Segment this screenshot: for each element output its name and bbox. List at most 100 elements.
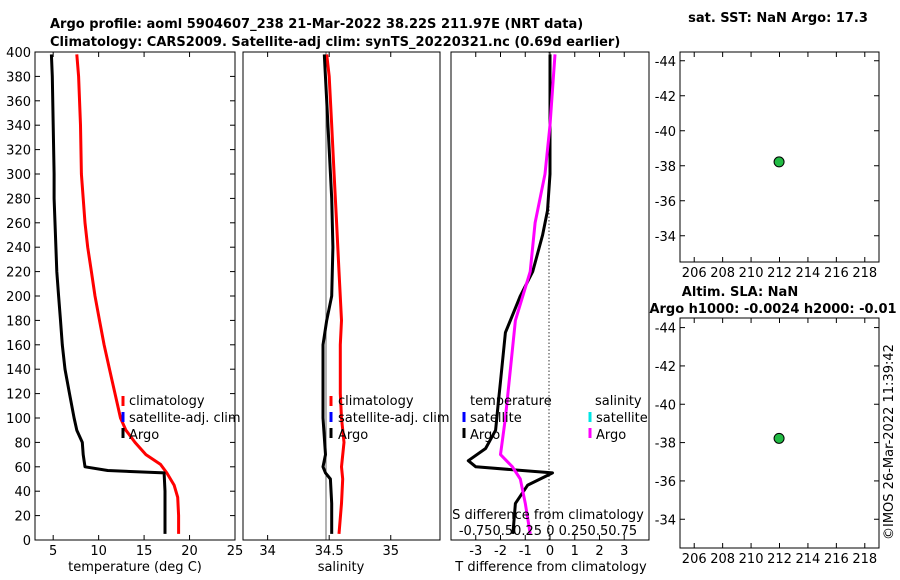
- y-tick-label: -34: [655, 513, 676, 528]
- s-axis-ticks: -0.750.50.25 0 0.250.50.75: [459, 524, 637, 539]
- x-tick-label: 15: [136, 544, 153, 559]
- y-tick-label: 0: [23, 534, 31, 549]
- y-tick-label: -40: [655, 398, 676, 413]
- series-argo: [321, 54, 335, 534]
- x-tick-label: 0: [546, 544, 554, 559]
- imos-timestamp: ©IMOS 26-Mar-2022 11:39:42: [882, 344, 897, 540]
- x-tick-label: -3: [469, 544, 482, 559]
- difference-legend: temperature salinity satellite Argo sate…: [462, 394, 648, 443]
- x-tick-label: 5: [49, 544, 57, 559]
- salinity-panel: 34 34.5 35 salinity climatology satellite-…: [242, 51, 450, 575]
- x-tick-label: 212: [767, 266, 792, 281]
- x-tick-label: 206: [682, 552, 707, 567]
- legend-label-satellite: satellite-adj. clim: [338, 411, 450, 426]
- s-axis-label: S difference from climatology: [452, 508, 644, 523]
- y-tick-label: -38: [655, 160, 676, 175]
- salinity-xlabel: salinity: [318, 560, 365, 575]
- profile-location-marker: [773, 156, 785, 168]
- legend-label-satellite: satellite-adj. clim: [129, 411, 241, 426]
- legend-title-temperature: temperature: [470, 394, 552, 409]
- y-tick-label: 160: [6, 339, 31, 354]
- y-tick-label: 360: [6, 95, 31, 110]
- header-line2: Climatology: CARS2009. Satellite-adj cli…: [50, 35, 620, 50]
- x-tick-label: 206: [682, 266, 707, 281]
- y-tick-label: -36: [655, 475, 676, 490]
- salinity-legend: climatology satellite-adj. clim Argo: [329, 394, 450, 443]
- sst-map-panel: sat. SST: NaN Argo: 17.3 -34 -36 -38 -40 -42…: [655, 11, 880, 281]
- x-tick-label: 212: [767, 552, 792, 567]
- y-tick-label: -40: [655, 125, 676, 140]
- x-tick-label: 216: [824, 552, 849, 567]
- salinity-axes-frame: [242, 51, 441, 541]
- y-tick-label: -38: [655, 437, 676, 452]
- series-climatology: [75, 54, 181, 534]
- y-tick-label: -42: [655, 90, 676, 105]
- temperature-xlabel: temperature (deg C): [68, 560, 202, 575]
- y-tick-label: -44: [655, 55, 676, 70]
- sla-map-subtitle: Argo h1000: -0.0024 h2000: -0.01: [649, 302, 896, 317]
- series-climatology: [325, 54, 346, 535]
- temperature-panel: 0 20 40 60 80 100 120 140 160 180 200 220 240 260 280 3…: [6, 46, 243, 575]
- x-tick-label: 35: [382, 544, 399, 559]
- y-tick-label: 240: [6, 241, 31, 256]
- legend-label-s-argo: Argo: [596, 428, 626, 443]
- difference-xlabel: T difference from climatology: [454, 560, 647, 575]
- legend-label-climatology: climatology: [338, 394, 414, 409]
- y-tick-label: 180: [6, 314, 31, 329]
- x-tick-label: 210: [739, 266, 764, 281]
- legend-label-argo: Argo: [338, 428, 368, 443]
- x-tick-label: 2: [595, 544, 603, 559]
- x-tick-label: 25: [227, 544, 244, 559]
- profile-location-marker: [773, 432, 785, 444]
- y-tick-label: 380: [6, 70, 31, 85]
- header-line1: Argo profile: aoml 5904607_238 21-Mar-20…: [50, 17, 583, 32]
- x-tick-label: 214: [796, 552, 821, 567]
- temperature-axes-frame: [34, 51, 236, 541]
- legend-label-climatology: climatology: [129, 394, 205, 409]
- legend-label-argo: Argo: [129, 428, 159, 443]
- y-tick-label: 100: [6, 412, 31, 427]
- x-tick-label: 1: [571, 544, 579, 559]
- x-tick-label: 208: [710, 266, 735, 281]
- y-tick-label: -34: [655, 230, 676, 245]
- y-tick-label: 300: [6, 168, 31, 183]
- legend-label-t-argo: Argo: [470, 428, 500, 443]
- x-tick-label: -1: [519, 544, 532, 559]
- y-tick-label: 80: [14, 436, 31, 451]
- difference-panel: -3 -2 -1 0 1 2 3 T difference from climatology…: [450, 51, 650, 575]
- series-argo: [49, 54, 167, 534]
- y-tick-label: 320: [6, 144, 31, 159]
- y-tick-label: 20: [14, 510, 31, 525]
- y-tick-label: 200: [6, 290, 31, 305]
- x-tick-label: 218: [852, 266, 877, 281]
- x-tick-label: 10: [90, 544, 107, 559]
- y-tick-label: 340: [6, 119, 31, 134]
- series-s-difference-argo-: [499, 54, 557, 535]
- x-tick-label: -2: [494, 544, 507, 559]
- x-tick-label: 214: [796, 266, 821, 281]
- y-tick-label: 220: [6, 266, 31, 281]
- x-tick-label: 3: [620, 544, 628, 559]
- x-tick-label: 218: [852, 552, 877, 567]
- y-tick-label: 260: [6, 217, 31, 232]
- sst-map-title: sat. SST: NaN Argo: 17.3: [688, 11, 868, 26]
- y-tick-label: 140: [6, 363, 31, 378]
- series-t-difference-argo-: [466, 54, 554, 535]
- y-tick-label: -36: [655, 195, 676, 210]
- legend-label-t-satellite: satellite: [470, 411, 522, 426]
- y-tick-label: 400: [6, 46, 31, 61]
- sla-map-title: Altim. SLA: NaN: [682, 285, 798, 300]
- legend-label-s-satellite: satellite: [596, 411, 648, 426]
- x-tick-label: 20: [181, 544, 198, 559]
- sla-map-panel: Altim. SLA: NaN Argo h1000: -0.0024 h200…: [649, 285, 896, 567]
- x-tick-label: 210: [739, 552, 764, 567]
- y-tick-label: -42: [655, 360, 676, 375]
- y-tick-label: 280: [6, 192, 31, 207]
- legend-title-salinity: salinity: [595, 394, 642, 409]
- y-tick-label: -44: [655, 322, 676, 337]
- x-tick-label: 208: [710, 552, 735, 567]
- y-tick-label: 60: [14, 461, 31, 476]
- x-tick-label: 34: [259, 544, 276, 559]
- y-tick-label: 40: [14, 485, 31, 500]
